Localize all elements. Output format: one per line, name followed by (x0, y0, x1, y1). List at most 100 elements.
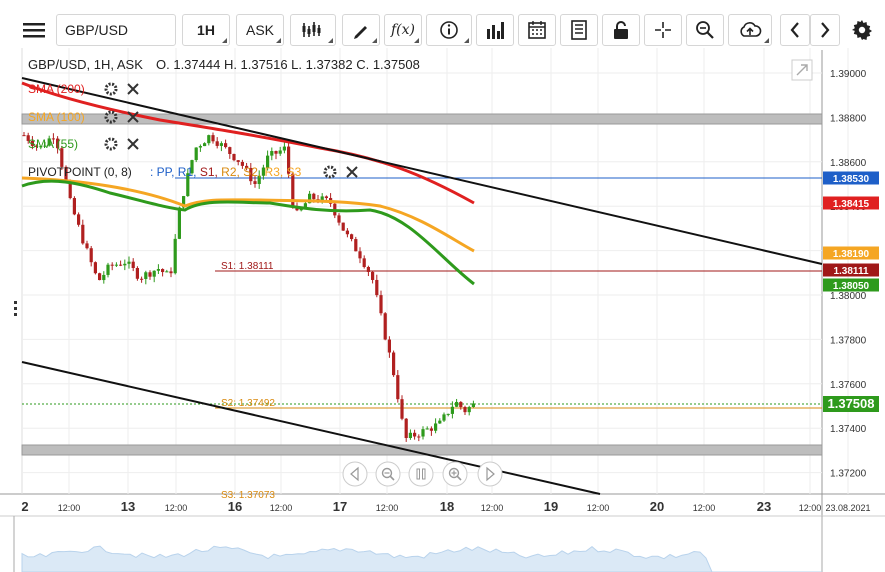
x-tick-label: 23.08.2021 (825, 503, 870, 513)
price-chart[interactable]: GBP/USD, 1H, ASK O. 1.37444 H. 1.37516 L… (0, 48, 885, 572)
navigator-area[interactable] (21, 545, 822, 572)
candle-body (232, 153, 236, 161)
candle-body (408, 432, 412, 439)
x-tick-label: 13 (121, 499, 135, 514)
cloud-save-button[interactable] (728, 14, 772, 46)
menu-button[interactable] (16, 14, 52, 46)
indicators-button[interactable]: f(x) (384, 14, 422, 46)
y-tick-label: 1.37200 (830, 469, 867, 480)
candle-body (60, 148, 64, 167)
candle-body (375, 279, 379, 296)
candle-body (135, 267, 139, 279)
nav-forward-button[interactable] (477, 461, 503, 487)
candle-body (434, 423, 438, 431)
y-tick-label: 1.37800 (830, 335, 867, 346)
x-tick-label: 12:00 (481, 503, 504, 513)
settings-button[interactable] (846, 14, 878, 46)
candle-body (114, 264, 118, 266)
candle-body (56, 138, 60, 149)
pause-button[interactable] (408, 461, 434, 487)
calendar-icon (528, 21, 546, 39)
x-tick-label: 18 (440, 499, 454, 514)
candle-body (459, 401, 463, 408)
chart-nav-controls (342, 461, 503, 487)
candle-body (463, 407, 467, 413)
x-tick-label: 12:00 (376, 503, 399, 513)
gear-icon[interactable] (104, 110, 118, 124)
candle-body (152, 270, 156, 277)
candle-body (421, 429, 425, 437)
candle-body (345, 230, 349, 235)
crosshair-button[interactable] (644, 14, 682, 46)
maximize-icon[interactable] (791, 59, 813, 81)
close-icon[interactable] (127, 111, 139, 123)
gear-icon[interactable] (104, 82, 118, 96)
candle-body (102, 274, 106, 281)
candle-body (455, 401, 459, 407)
candle-body (471, 403, 475, 408)
scroll-right-button[interactable] (810, 14, 840, 46)
calendar-button[interactable] (518, 14, 556, 46)
candle-body (148, 272, 152, 277)
y-tick-label: 1.38800 (830, 113, 867, 124)
candles (22, 132, 475, 442)
resistance-band (21, 113, 823, 125)
candlestick-icon (302, 22, 321, 37)
price-type-select[interactable]: ASK (236, 14, 284, 46)
price-type-label: ASK (245, 22, 274, 38)
indicator-label: SMA (100) (28, 110, 85, 124)
x-tick-label: 23 (757, 499, 771, 514)
lock-button[interactable] (602, 14, 640, 46)
pivot-component: S3 (287, 165, 302, 179)
indicator-label: SMA (55) (28, 137, 78, 151)
candle-body (85, 243, 89, 249)
candle-body (438, 420, 442, 424)
candle-body (308, 193, 312, 204)
candle-body (123, 263, 127, 266)
zoom-icon (696, 21, 714, 39)
candle-body (165, 271, 169, 273)
x-tick-label: 12:00 (270, 503, 293, 513)
info-button[interactable] (426, 14, 472, 46)
candle-body (371, 271, 375, 280)
candle-body (72, 198, 76, 215)
candle-body (68, 181, 72, 199)
s3-label: S3: 1.37073 (221, 490, 275, 501)
close-icon[interactable] (127, 138, 139, 150)
gear-icon[interactable] (323, 165, 337, 179)
chart-area[interactable]: GBP/USD, 1H, ASK O. 1.37444 H. 1.37516 L… (0, 48, 885, 572)
sma-55-line (21, 179, 475, 286)
moving-averages (21, 81, 475, 286)
volume-button[interactable] (476, 14, 514, 46)
candle-body (127, 261, 131, 264)
news-button[interactable] (560, 14, 598, 46)
timeframe-select[interactable]: 1H (182, 14, 230, 46)
chevron-right-icon (821, 22, 830, 38)
magnifier-handle (456, 475, 462, 481)
pivot-components: : PP, R1, S1, R2, S2, R3, S3 (150, 165, 302, 179)
zoom-in-button[interactable] (442, 461, 468, 487)
candle-body (413, 432, 417, 437)
time-axis[interactable]: 2 12:00 13 12:00 16 12:00 17 12:00 18 12:00 19 12:0… (21, 499, 870, 514)
symbol-input[interactable] (56, 14, 176, 46)
nav-back-button[interactable] (342, 461, 368, 487)
zoom-button[interactable] (686, 14, 724, 46)
scroll-left-button[interactable] (780, 14, 810, 46)
candle-body (81, 224, 85, 244)
chart-type-button[interactable] (290, 14, 336, 46)
candle-body (106, 264, 110, 275)
gear-icon[interactable] (104, 137, 118, 151)
draw-tool-button[interactable] (342, 14, 380, 46)
close-icon[interactable] (127, 83, 139, 95)
price-tag-label: 1.37508 (828, 396, 875, 411)
hamburger-icon (23, 23, 45, 38)
candle-body (119, 264, 123, 266)
left-grip-icon[interactable] (14, 301, 17, 316)
candle-body (446, 413, 450, 415)
candle-body (51, 138, 55, 140)
zoom-out-icon (381, 467, 393, 479)
candle-body (240, 161, 244, 166)
y-tick-label: 1.37400 (830, 424, 867, 435)
close-icon[interactable] (346, 166, 358, 178)
zoom-out-button[interactable] (375, 461, 401, 487)
